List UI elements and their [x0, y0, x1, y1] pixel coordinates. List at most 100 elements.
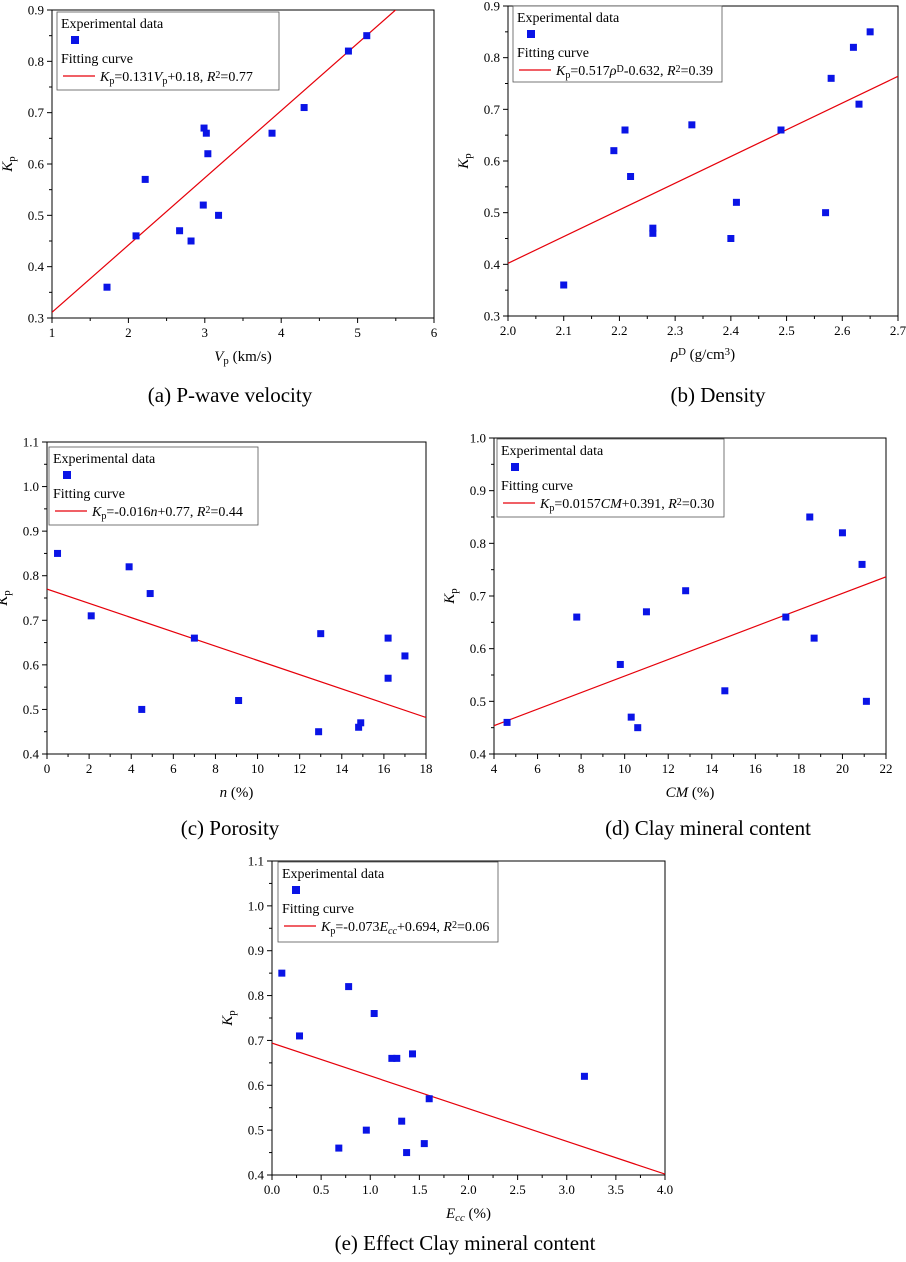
data-point [866, 28, 874, 36]
data-point [425, 1095, 433, 1103]
x-tick-label: 2 [86, 761, 93, 776]
x-tick-label: 16 [749, 761, 763, 776]
data-point [87, 612, 95, 620]
text-part: ρ [609, 64, 617, 79]
text-part: =0.0157 [554, 497, 600, 512]
data-point [141, 175, 149, 183]
data-point [176, 227, 184, 235]
x-tick-label: 2.0 [500, 323, 516, 338]
data-point [215, 211, 223, 219]
y-tick-label: 0.9 [248, 943, 264, 958]
data-point [200, 124, 208, 132]
x-tick-label: 2.5 [510, 1182, 526, 1197]
data-point [806, 513, 814, 521]
text-part: R [442, 920, 452, 935]
y-tick-label: 1.1 [248, 854, 264, 869]
x-tick-label: 14 [705, 761, 719, 776]
data-point [357, 719, 365, 727]
text-part: =-0.016 [106, 505, 150, 520]
x-tick-label: 2.1 [556, 323, 572, 338]
data-point [190, 634, 198, 642]
text-part: p [1, 590, 13, 595]
x-tick-label: 2.0 [460, 1182, 476, 1197]
legend-data-label: Experimental data [61, 17, 164, 32]
y-tick-label: 0.9 [484, 0, 500, 14]
legend-data-label: Experimental data [53, 452, 156, 467]
x-tick-label: 2.3 [667, 323, 683, 338]
legend-equation: Kp=0.131Vp+0.18, R2=0.77 [99, 70, 253, 88]
text-part: p [549, 503, 554, 514]
text-part: -0.632, [624, 64, 667, 79]
text-part: K [91, 505, 102, 520]
y-tick-label: 0.6 [470, 641, 487, 656]
data-point [408, 1050, 416, 1058]
legend-fit-label: Fitting curve [517, 46, 589, 61]
data-point [370, 1010, 378, 1018]
legend: Experimental data Fitting curve Kp=-0.016n… [48, 446, 259, 526]
panel-caption: (d) Clay mineral content [605, 816, 811, 840]
y-tick-label: 0.6 [248, 1078, 265, 1093]
data-point [54, 549, 62, 557]
data-point [103, 283, 111, 291]
y-axis-label: Kp [220, 1010, 238, 1026]
text-part: p [565, 70, 570, 81]
text-part: p [226, 1010, 238, 1015]
x-tick-label: 5 [354, 325, 361, 340]
x-tick-label: 2.6 [834, 323, 851, 338]
x-tick-label: 2.7 [890, 323, 906, 338]
y-tick-label: 0.9 [28, 3, 44, 18]
legend-data-marker [71, 36, 79, 44]
text-part: D [678, 346, 686, 358]
legend-fit-label: Fitting curve [53, 487, 125, 502]
y-axis-label: Kp [0, 590, 13, 606]
data-point [335, 1144, 343, 1152]
data-point [403, 1149, 411, 1157]
data-point [642, 608, 650, 616]
fitting-curve-line [494, 576, 886, 727]
y-axis-label: Kp [456, 153, 474, 169]
text-part: p [448, 588, 460, 593]
data-point [688, 121, 696, 129]
y-tick-label: 0.4 [23, 747, 40, 762]
text-part: (g/cm [686, 347, 725, 363]
data-point [634, 724, 642, 732]
text-part: R [196, 505, 206, 520]
data-point [398, 1117, 406, 1125]
text-part: E [445, 1206, 455, 1222]
text-part: p [462, 153, 474, 158]
x-tick-label: 0 [44, 761, 51, 776]
text-part: ρ [670, 347, 678, 363]
data-point [610, 147, 618, 155]
data-point [204, 150, 212, 158]
text-part: K [220, 1015, 236, 1027]
data-point [401, 652, 409, 660]
x-axis-label: ρD (g/cm3) [670, 346, 735, 363]
y-tick-label: 0.7 [28, 105, 45, 120]
data-point [362, 1126, 370, 1134]
text-part: (%) [465, 1206, 491, 1222]
legend-equation: Kp=-0.016n+0.77, R2=0.44 [91, 505, 243, 523]
text-part: +0.391, [622, 497, 668, 512]
legend-box [277, 861, 499, 943]
x-tick-label: 3 [202, 325, 209, 340]
data-point [627, 173, 635, 180]
panel-caption: (b) Density [670, 383, 766, 407]
text-part: p [6, 156, 18, 161]
legend: Experimental data Fitting curve Kp=-0.073E… [277, 861, 499, 943]
y-tick-label: 0.6 [23, 657, 40, 672]
text-part: =0.44 [210, 505, 242, 520]
text-part: V [214, 349, 225, 365]
text-part: K [456, 158, 472, 170]
data-point [393, 1054, 401, 1062]
legend-equation: Kp=0.0157CM+0.391, R2=0.30 [539, 497, 714, 515]
text-part: D [617, 64, 624, 75]
data-point [727, 235, 735, 242]
y-tick-label: 0.4 [248, 1168, 265, 1183]
text-part: 3 [725, 346, 730, 358]
data-point [300, 104, 308, 112]
x-tick-label: 4.0 [657, 1182, 673, 1197]
legend-fit-label: Fitting curve [282, 902, 354, 917]
text-part: K [555, 64, 566, 79]
data-point [838, 529, 846, 537]
data-point [317, 630, 325, 638]
